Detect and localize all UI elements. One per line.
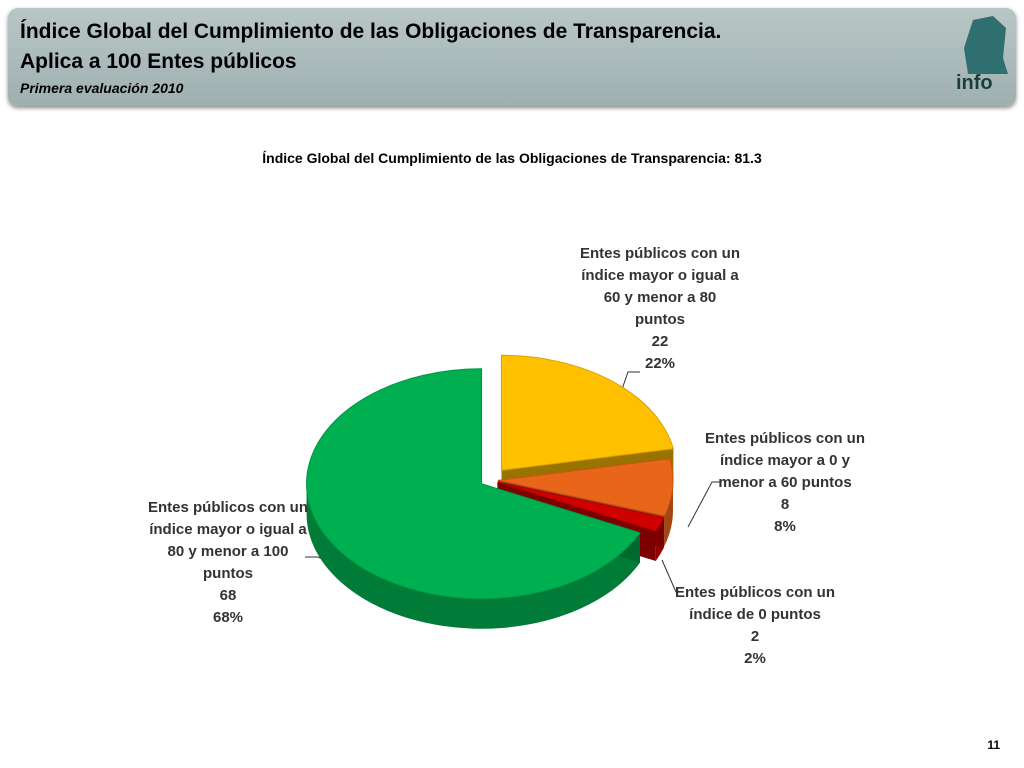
slice-label: Entes públicos con un índice mayor a 0 y…	[705, 428, 865, 538]
slice	[500, 354, 675, 471]
slice	[497, 481, 665, 532]
header-note: Primera evaluación 2010	[20, 80, 184, 96]
chart-title: Índice Global del Cumplimiento de las Ob…	[262, 150, 762, 166]
page-number: 11	[987, 738, 1000, 752]
slice-side	[664, 480, 673, 546]
percent-label: 8%	[774, 518, 796, 535]
logo-text: info	[956, 72, 993, 94]
slice-label: Entes públicos con un índice mayor o igu…	[580, 243, 740, 375]
header: Índice Global del Cumplimiento de las Ob…	[8, 8, 1016, 106]
category-label: Entes públicos con un índice de 0 puntos	[675, 584, 836, 623]
category-label: Entes públicos con un índice mayor o igu…	[148, 499, 309, 582]
value-label: 2	[750, 628, 760, 645]
header-subtitle: Aplica a 100 Entes públicos	[20, 50, 297, 73]
slice	[306, 368, 641, 600]
value-label: 22	[651, 333, 669, 350]
leader-line	[661, 559, 683, 593]
header-title: Índice Global del Cumplimiento de las Ob…	[20, 20, 722, 43]
slice-label: Entes públicos con un índice mayor o igu…	[148, 497, 308, 629]
percent-label: 68%	[212, 609, 244, 626]
slice-side	[306, 483, 640, 629]
leader-line	[687, 481, 720, 528]
value-label: 68	[219, 587, 237, 604]
percent-label: 22%	[644, 355, 676, 372]
percent-label: 2%	[744, 650, 766, 667]
slice-label: Entes públicos con un índice de 0 puntos…	[675, 582, 835, 670]
value-label: 8	[780, 496, 790, 513]
category-label: Entes públicos con un índice mayor o igu…	[580, 245, 741, 328]
logo-icon	[964, 16, 1008, 74]
category-label: Entes públicos con un índice mayor a 0 y…	[705, 430, 866, 491]
slice	[497, 458, 674, 517]
